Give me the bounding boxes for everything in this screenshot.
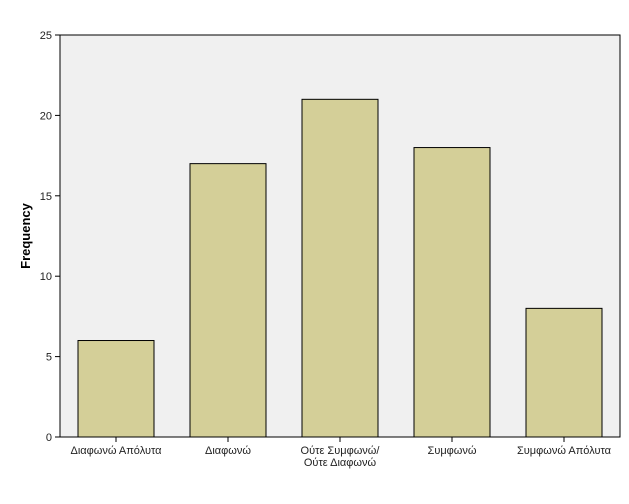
y-tick-label: 5 (46, 352, 52, 364)
y-tick-label: 25 (40, 30, 52, 42)
x-tick-label-line: Διαφωνώ (205, 445, 251, 457)
bar (413, 147, 491, 438)
x-axis: Διαφωνώ Απόλυτα Διαφωνώ Ούτε Συμφωνώ/Ούτε … (70, 437, 612, 469)
y-tick-label: 0 (46, 432, 52, 444)
y-tick-label: 20 (40, 110, 52, 122)
y-axis: 0 5 10 15 20 25 (40, 30, 60, 444)
bar (525, 307, 603, 438)
x-tick-label: Συμφωνώ Απόλυτα (517, 445, 612, 457)
x-tick-label-line: Διαφωνώ Απόλυτα (70, 445, 162, 457)
x-tick-label-line: Συμφωνώ (428, 445, 477, 457)
bar (189, 163, 267, 438)
x-tick-label-line: Ούτε Συμφωνώ/ (301, 445, 381, 457)
x-tick-label: Διαφωνώ Απόλυτα (70, 445, 162, 457)
x-tick-label: Συμφωνώ (428, 445, 477, 457)
y-tick-label: 15 (40, 191, 52, 203)
x-tick-label: Διαφωνώ (205, 445, 251, 457)
y-axis-title: Frequency (18, 202, 33, 269)
bars-group (77, 98, 603, 438)
bar (77, 340, 155, 438)
x-tick-label-line: Ούτε Διαφωνώ (304, 457, 377, 469)
x-tick-label-line: Συμφωνώ Απόλυτα (517, 445, 612, 457)
y-tick-label: 10 (40, 271, 52, 283)
x-tick-label: Ούτε Συμφωνώ/Ούτε Διαφωνώ (301, 445, 381, 469)
bar (301, 98, 379, 438)
